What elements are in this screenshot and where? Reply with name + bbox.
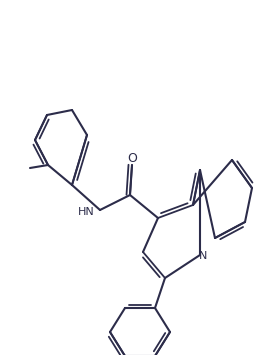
Text: N: N [199,251,207,261]
Text: HN: HN [78,207,95,217]
Text: O: O [127,152,137,164]
